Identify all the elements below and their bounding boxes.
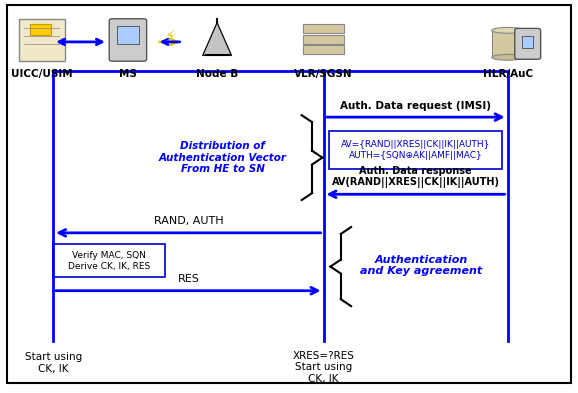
FancyBboxPatch shape xyxy=(303,24,344,33)
Text: Node B: Node B xyxy=(196,69,238,79)
Text: UICC/USIM: UICC/USIM xyxy=(11,69,72,79)
FancyBboxPatch shape xyxy=(29,24,51,35)
FancyBboxPatch shape xyxy=(523,36,533,48)
Text: AV={RAND||XRES||CK||IK||AUTH}
AUTH={SQN⊕AK||AMF||MAC}: AV={RAND||XRES||CK||IK||AUTH} AUTH={SQN⊕… xyxy=(341,140,490,160)
Ellipse shape xyxy=(492,28,524,33)
Text: Auth. Data request (IMSI): Auth. Data request (IMSI) xyxy=(340,101,491,110)
Text: XRES=?RES
Start using
CK, IK: XRES=?RES Start using CK, IK xyxy=(292,351,354,384)
FancyBboxPatch shape xyxy=(303,35,344,44)
FancyBboxPatch shape xyxy=(329,130,502,169)
FancyBboxPatch shape xyxy=(109,19,147,61)
Text: HLR/AuC: HLR/AuC xyxy=(483,69,533,79)
Text: RES: RES xyxy=(177,274,199,284)
Text: ⚡: ⚡ xyxy=(165,29,175,44)
Text: Verify MAC, SQN
Derive CK, IK, RES: Verify MAC, SQN Derive CK, IK, RES xyxy=(68,251,150,270)
FancyBboxPatch shape xyxy=(492,30,524,57)
Polygon shape xyxy=(203,23,231,55)
Text: RAND, AUTH: RAND, AUTH xyxy=(154,216,223,226)
FancyBboxPatch shape xyxy=(117,26,139,44)
Text: Start using
CK, IK: Start using CK, IK xyxy=(24,353,81,374)
Text: MS: MS xyxy=(119,69,137,79)
Text: Authentication
and Key agreement: Authentication and Key agreement xyxy=(360,255,483,276)
Ellipse shape xyxy=(492,55,524,60)
FancyBboxPatch shape xyxy=(515,28,540,59)
Text: VLR/SGSN: VLR/SGSN xyxy=(294,69,353,79)
FancyBboxPatch shape xyxy=(303,46,344,55)
Text: Auth. Data response
AV(RAND||XRES||CK||IK||AUTH): Auth. Data response AV(RAND||XRES||CK||I… xyxy=(332,165,499,188)
Text: Distribution of
Authentication Vector
From HE to SN: Distribution of Authentication Vector Fr… xyxy=(159,141,287,174)
FancyBboxPatch shape xyxy=(53,244,165,277)
FancyBboxPatch shape xyxy=(18,19,65,61)
